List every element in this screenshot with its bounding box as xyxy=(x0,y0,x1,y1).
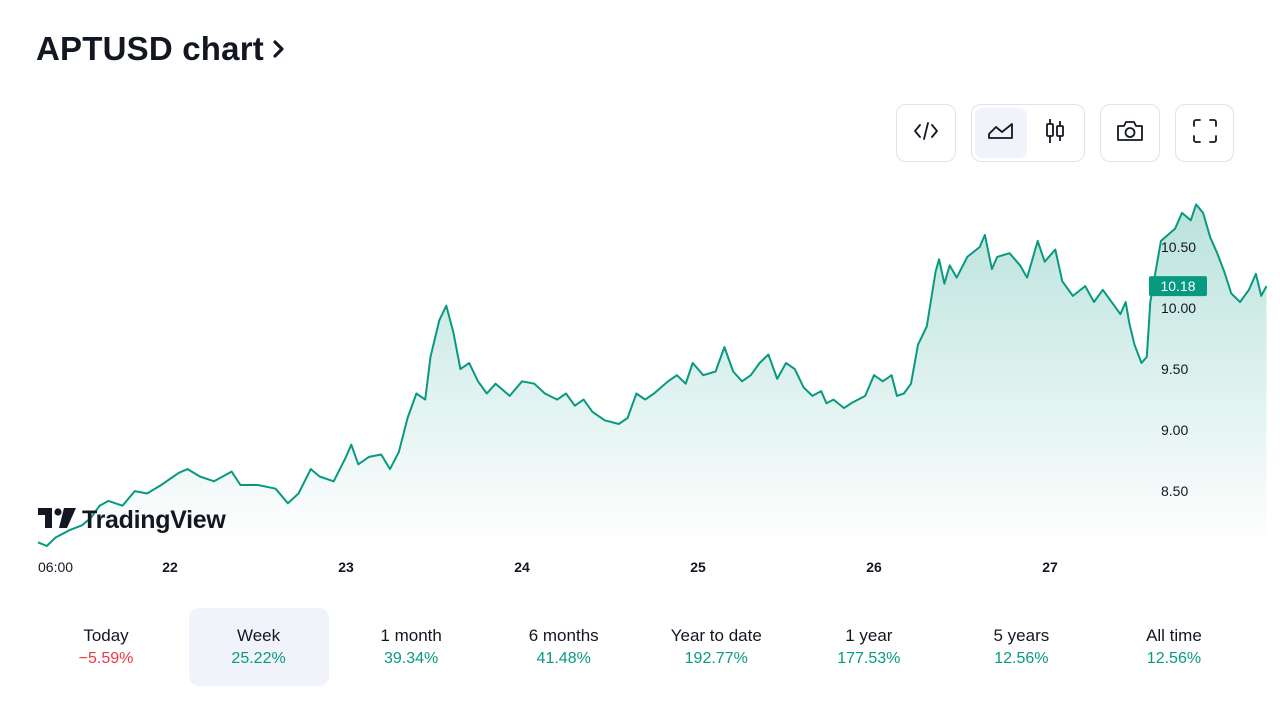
y-tick-label: 8.50 xyxy=(1161,483,1188,499)
period-label: 1 month xyxy=(380,626,442,645)
chart-svg: 8.50 9.00 9.50 10.00 10.50 06:00 22 23 24 25 26 27… xyxy=(37,203,1268,575)
embed-button-group xyxy=(896,104,956,162)
camera-icon xyxy=(1115,119,1145,148)
period-label: 6 months xyxy=(528,626,599,645)
line-style-button[interactable] xyxy=(975,108,1027,158)
price-chart[interactable]: 8.50 9.00 9.50 10.00 10.50 06:00 22 23 24 25 26 27… xyxy=(0,0,1280,600)
period-change-value: 12.56% xyxy=(994,650,1049,667)
period-all-time[interactable]: All time 12.56% xyxy=(1104,608,1244,686)
last-price-label: 10.18 xyxy=(1160,278,1195,294)
page-title: APTUSD chart xyxy=(36,30,264,67)
chevron-right-icon xyxy=(272,39,286,59)
period-1-year[interactable]: 1 year 177.53% xyxy=(799,608,939,686)
x-tick-label: 26 xyxy=(866,559,882,575)
period-1-month[interactable]: 1 month 39.34% xyxy=(341,608,481,686)
y-tick-label: 10.50 xyxy=(1161,239,1196,255)
x-tick-label: 06:00 xyxy=(38,559,73,575)
period-today[interactable]: Today −5.59% xyxy=(36,608,176,686)
period-year-to-date[interactable]: Year to date 192.77% xyxy=(646,608,786,686)
x-tick-label: 23 xyxy=(338,559,354,575)
area-chart-icon xyxy=(987,120,1015,147)
y-tick-label: 9.00 xyxy=(1161,422,1188,438)
x-tick-label: 25 xyxy=(690,559,706,575)
tradingview-watermark: TradingView xyxy=(38,506,226,535)
price-line xyxy=(37,203,1268,547)
x-tick-label: 27 xyxy=(1042,559,1058,575)
fullscreen-button-group xyxy=(1175,104,1234,162)
chart-title-link[interactable]: APTUSD chart xyxy=(36,30,286,68)
performance-row: Today −5.59% Week 25.22% 1 month 39.34% 6 mont… xyxy=(36,608,1244,686)
watermark-text: TradingView xyxy=(82,506,226,534)
embed-button[interactable] xyxy=(900,108,952,158)
tradingview-logo-icon xyxy=(38,506,82,535)
y-tick-label: 9.50 xyxy=(1161,361,1188,377)
period-change-value: 192.77% xyxy=(684,650,748,667)
code-icon xyxy=(913,120,939,147)
candles-style-button[interactable] xyxy=(1029,108,1081,158)
snapshot-button-group xyxy=(1100,104,1160,162)
period-label: All time xyxy=(1146,626,1202,645)
chart-style-group xyxy=(971,104,1085,162)
period-change-value: −5.59% xyxy=(78,650,134,667)
x-tick-label: 22 xyxy=(162,559,178,575)
period-6-months[interactable]: 6 months 41.48% xyxy=(494,608,634,686)
period-change-value: 12.56% xyxy=(1146,650,1202,667)
period-5-years[interactable]: 5 years 12.56% xyxy=(951,608,1091,686)
period-label: 1 year xyxy=(845,626,893,645)
fullscreen-button[interactable] xyxy=(1179,108,1231,158)
period-change-value: 41.48% xyxy=(536,650,591,667)
fullscreen-icon xyxy=(1192,118,1218,149)
x-tick-label: 24 xyxy=(514,559,530,575)
candlestick-icon xyxy=(1043,118,1067,149)
period-label: Week xyxy=(236,626,281,645)
price-area xyxy=(38,204,1267,546)
period-label: Year to date xyxy=(670,626,762,645)
snapshot-button[interactable] xyxy=(1104,108,1156,158)
period-change-value: 177.53% xyxy=(837,650,901,667)
period-label: 5 years xyxy=(993,626,1050,645)
period-change-value: 39.34% xyxy=(383,650,439,667)
last-price-badge xyxy=(1149,276,1207,297)
period-week[interactable]: Week 25.22% xyxy=(188,608,329,686)
period-label: Today xyxy=(83,626,129,645)
y-tick-label: 10.00 xyxy=(1161,300,1196,316)
period-change-value: 25.22% xyxy=(231,650,286,667)
